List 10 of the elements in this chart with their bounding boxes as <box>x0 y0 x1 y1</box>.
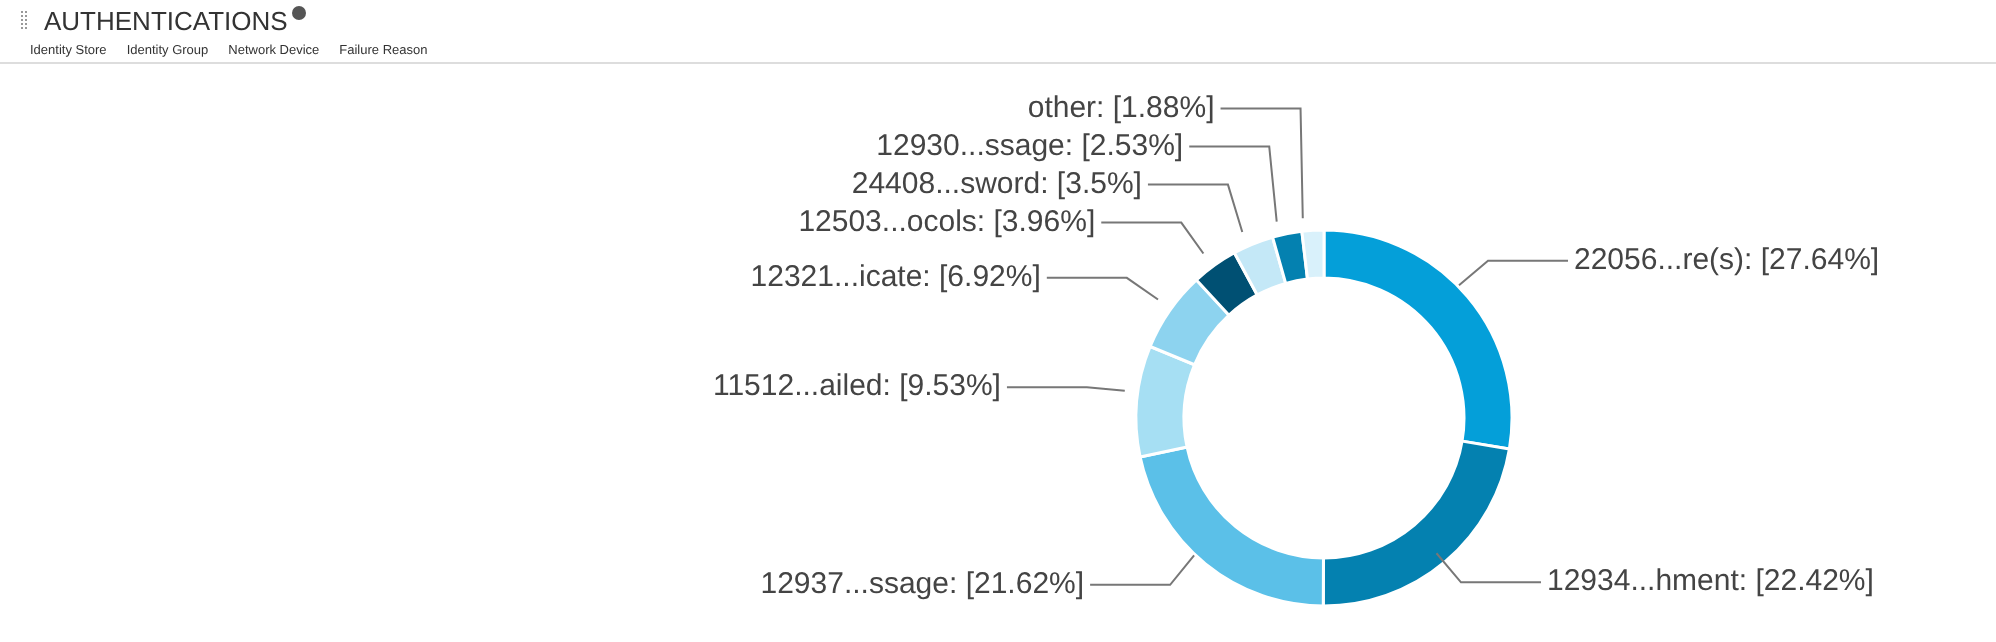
slice-label: 24408...sword: [3.5%] <box>851 166 1142 201</box>
slice-label: other: [1.88%] <box>1027 90 1215 125</box>
slice-label: 12930...ssage: [2.53%] <box>876 128 1184 163</box>
slice-label: 12937...ssage: [21.62%] <box>760 566 1085 601</box>
slice-label: 11512...ailed: [9.53%] <box>712 369 1001 404</box>
slice-label: 12321...icate: [6.92%] <box>750 259 1041 294</box>
text: AUTHENTICATIONS <box>44 5 288 35</box>
slice-label: 12503...ocols: [3.96%] <box>798 204 1096 239</box>
slice-label: 22056...re(s): [27.64%] <box>1574 242 1880 277</box>
slice-label: 12934...hment: [22.42%] <box>1546 564 1874 599</box>
